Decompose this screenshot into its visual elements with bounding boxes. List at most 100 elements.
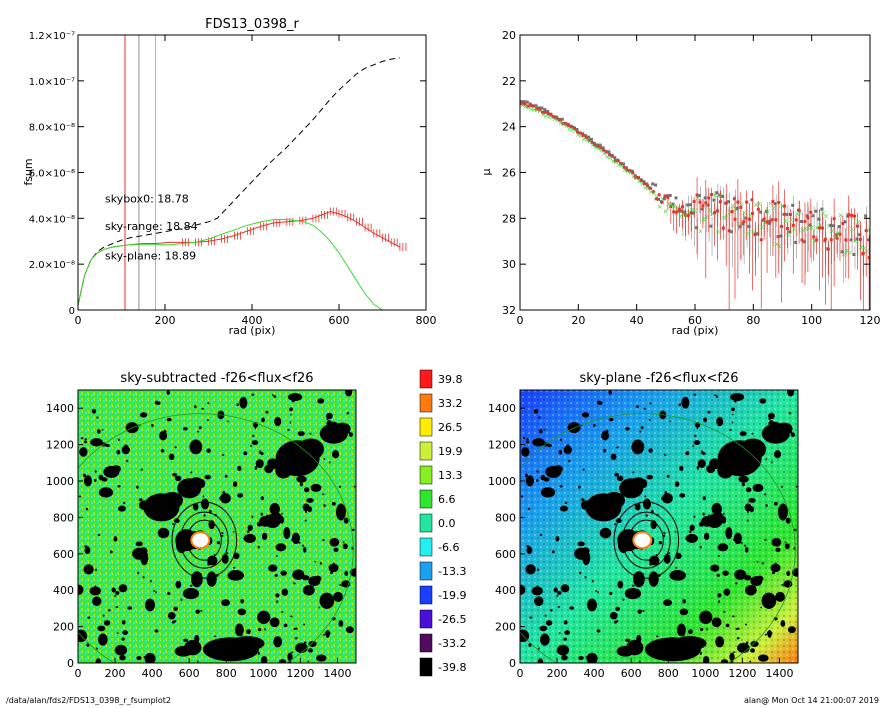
- mu-point: ×: [724, 213, 730, 221]
- mask-blob: [745, 584, 757, 596]
- mask-blob: [175, 580, 182, 589]
- mask-blob: [631, 439, 645, 455]
- mask-blob: [784, 541, 787, 544]
- mask-blob: [315, 654, 327, 662]
- image-ytick-label: 1200: [46, 439, 74, 452]
- sky-plane-ticks: 0 200 400 600 800 1000 1200 1400 0 200 400 600 800 10…: [488, 402, 793, 680]
- mu-point: ×: [628, 169, 634, 177]
- image-xtick-label: 0: [75, 667, 82, 680]
- mask-blob: [655, 553, 658, 556]
- mask-blob: [644, 495, 647, 498]
- mask-blob: [114, 594, 117, 597]
- mu-point: [692, 211, 696, 215]
- mask-blob: [149, 579, 152, 583]
- mu-point: [780, 224, 784, 228]
- mu-point: [587, 138, 591, 142]
- mu-point: [715, 191, 719, 195]
- mu-point: ×: [578, 132, 584, 140]
- mask-blob: [250, 444, 252, 448]
- mask-blob: [173, 606, 178, 612]
- mask-blob: [271, 503, 279, 510]
- mask-blob: [114, 644, 128, 656]
- mu-point: ×: [750, 228, 756, 236]
- mask-blob: [232, 531, 235, 533]
- mask-blob: [732, 651, 736, 654]
- footer-stamp: alan@ Mon Oct 14 21:00:07 2019: [744, 696, 879, 705]
- mask-blob: [765, 458, 768, 460]
- mask-blob: [538, 416, 541, 419]
- mask-blob: [756, 575, 764, 582]
- mask-blob: [214, 635, 217, 638]
- mask-blob: [744, 623, 748, 626]
- mu-point: [776, 235, 780, 239]
- mu-point: [712, 198, 716, 202]
- mask-blob: [207, 402, 210, 405]
- mask-blob: [771, 595, 774, 599]
- image-ytick-label: 400: [495, 584, 516, 597]
- mask-blob: [262, 617, 265, 621]
- mask-blob: [197, 660, 199, 663]
- mask-blob: [206, 571, 217, 587]
- mu-point: ×: [660, 195, 666, 203]
- mask-blob: [556, 594, 559, 597]
- mu-point: [800, 238, 804, 242]
- mask-blob: [328, 461, 331, 464]
- mu-point: [645, 182, 649, 186]
- mu-point: [564, 122, 568, 126]
- mask-blob: [265, 410, 269, 414]
- mu-point: [555, 116, 559, 120]
- mu-point: [543, 110, 547, 114]
- mu-point: ×: [526, 104, 532, 112]
- mu-point: [610, 154, 614, 158]
- mask-blob: [674, 566, 678, 569]
- mask-blob: [770, 563, 781, 573]
- mu-point: ×: [797, 209, 803, 217]
- mu-point: [589, 137, 593, 141]
- mask-blob: [737, 627, 740, 630]
- mask-blob: [729, 534, 732, 537]
- mask-blob: [180, 598, 183, 601]
- mask-blob: [172, 620, 175, 623]
- mask-blob: [281, 512, 283, 515]
- mu-point: [706, 203, 710, 207]
- mask-blob: [338, 485, 342, 488]
- fsum-ytick-label: 1.0×10⁻⁷: [29, 77, 75, 88]
- mask-blob: [296, 475, 307, 483]
- mask-blob: [175, 475, 182, 482]
- mu-point: [704, 201, 708, 205]
- mask-blob: [534, 596, 544, 607]
- mu-point: [624, 166, 628, 170]
- mask-blob: [308, 648, 313, 653]
- mask-blob: [524, 473, 528, 478]
- mask-blob: [294, 637, 298, 640]
- mask-blob: [189, 439, 203, 455]
- mask-blob: [640, 426, 644, 430]
- mask-blob: [555, 536, 560, 542]
- mu-point: ×: [546, 113, 552, 121]
- mu-point: [858, 237, 862, 241]
- mask-blob: [713, 503, 721, 510]
- mu-point: ×: [569, 126, 575, 134]
- mask-blob: [557, 606, 561, 608]
- mask-blob: [645, 514, 648, 517]
- mu-point: ×: [677, 213, 683, 221]
- mask-blob: [538, 647, 540, 650]
- mask-blob: [206, 448, 211, 453]
- image-xtick-label: 0: [517, 667, 524, 680]
- mask-blob: [254, 427, 257, 430]
- mask-blob: [720, 659, 729, 663]
- mask-blob: [761, 562, 764, 565]
- mask-blob: [307, 660, 310, 663]
- image-xtick-label: 1200: [286, 667, 314, 680]
- mask-blob: [696, 465, 700, 470]
- aperture-ellipse: [628, 519, 664, 561]
- mask-blob: [208, 520, 215, 530]
- mask-blob: [117, 485, 121, 488]
- mu-point: [840, 250, 844, 254]
- mask-blob: [333, 547, 339, 553]
- image-ytick-label: 800: [495, 511, 516, 524]
- mask-blob: [135, 541, 143, 547]
- mask-blob: [323, 458, 326, 460]
- mask-blob: [304, 519, 307, 522]
- mu-point: ×: [552, 115, 558, 123]
